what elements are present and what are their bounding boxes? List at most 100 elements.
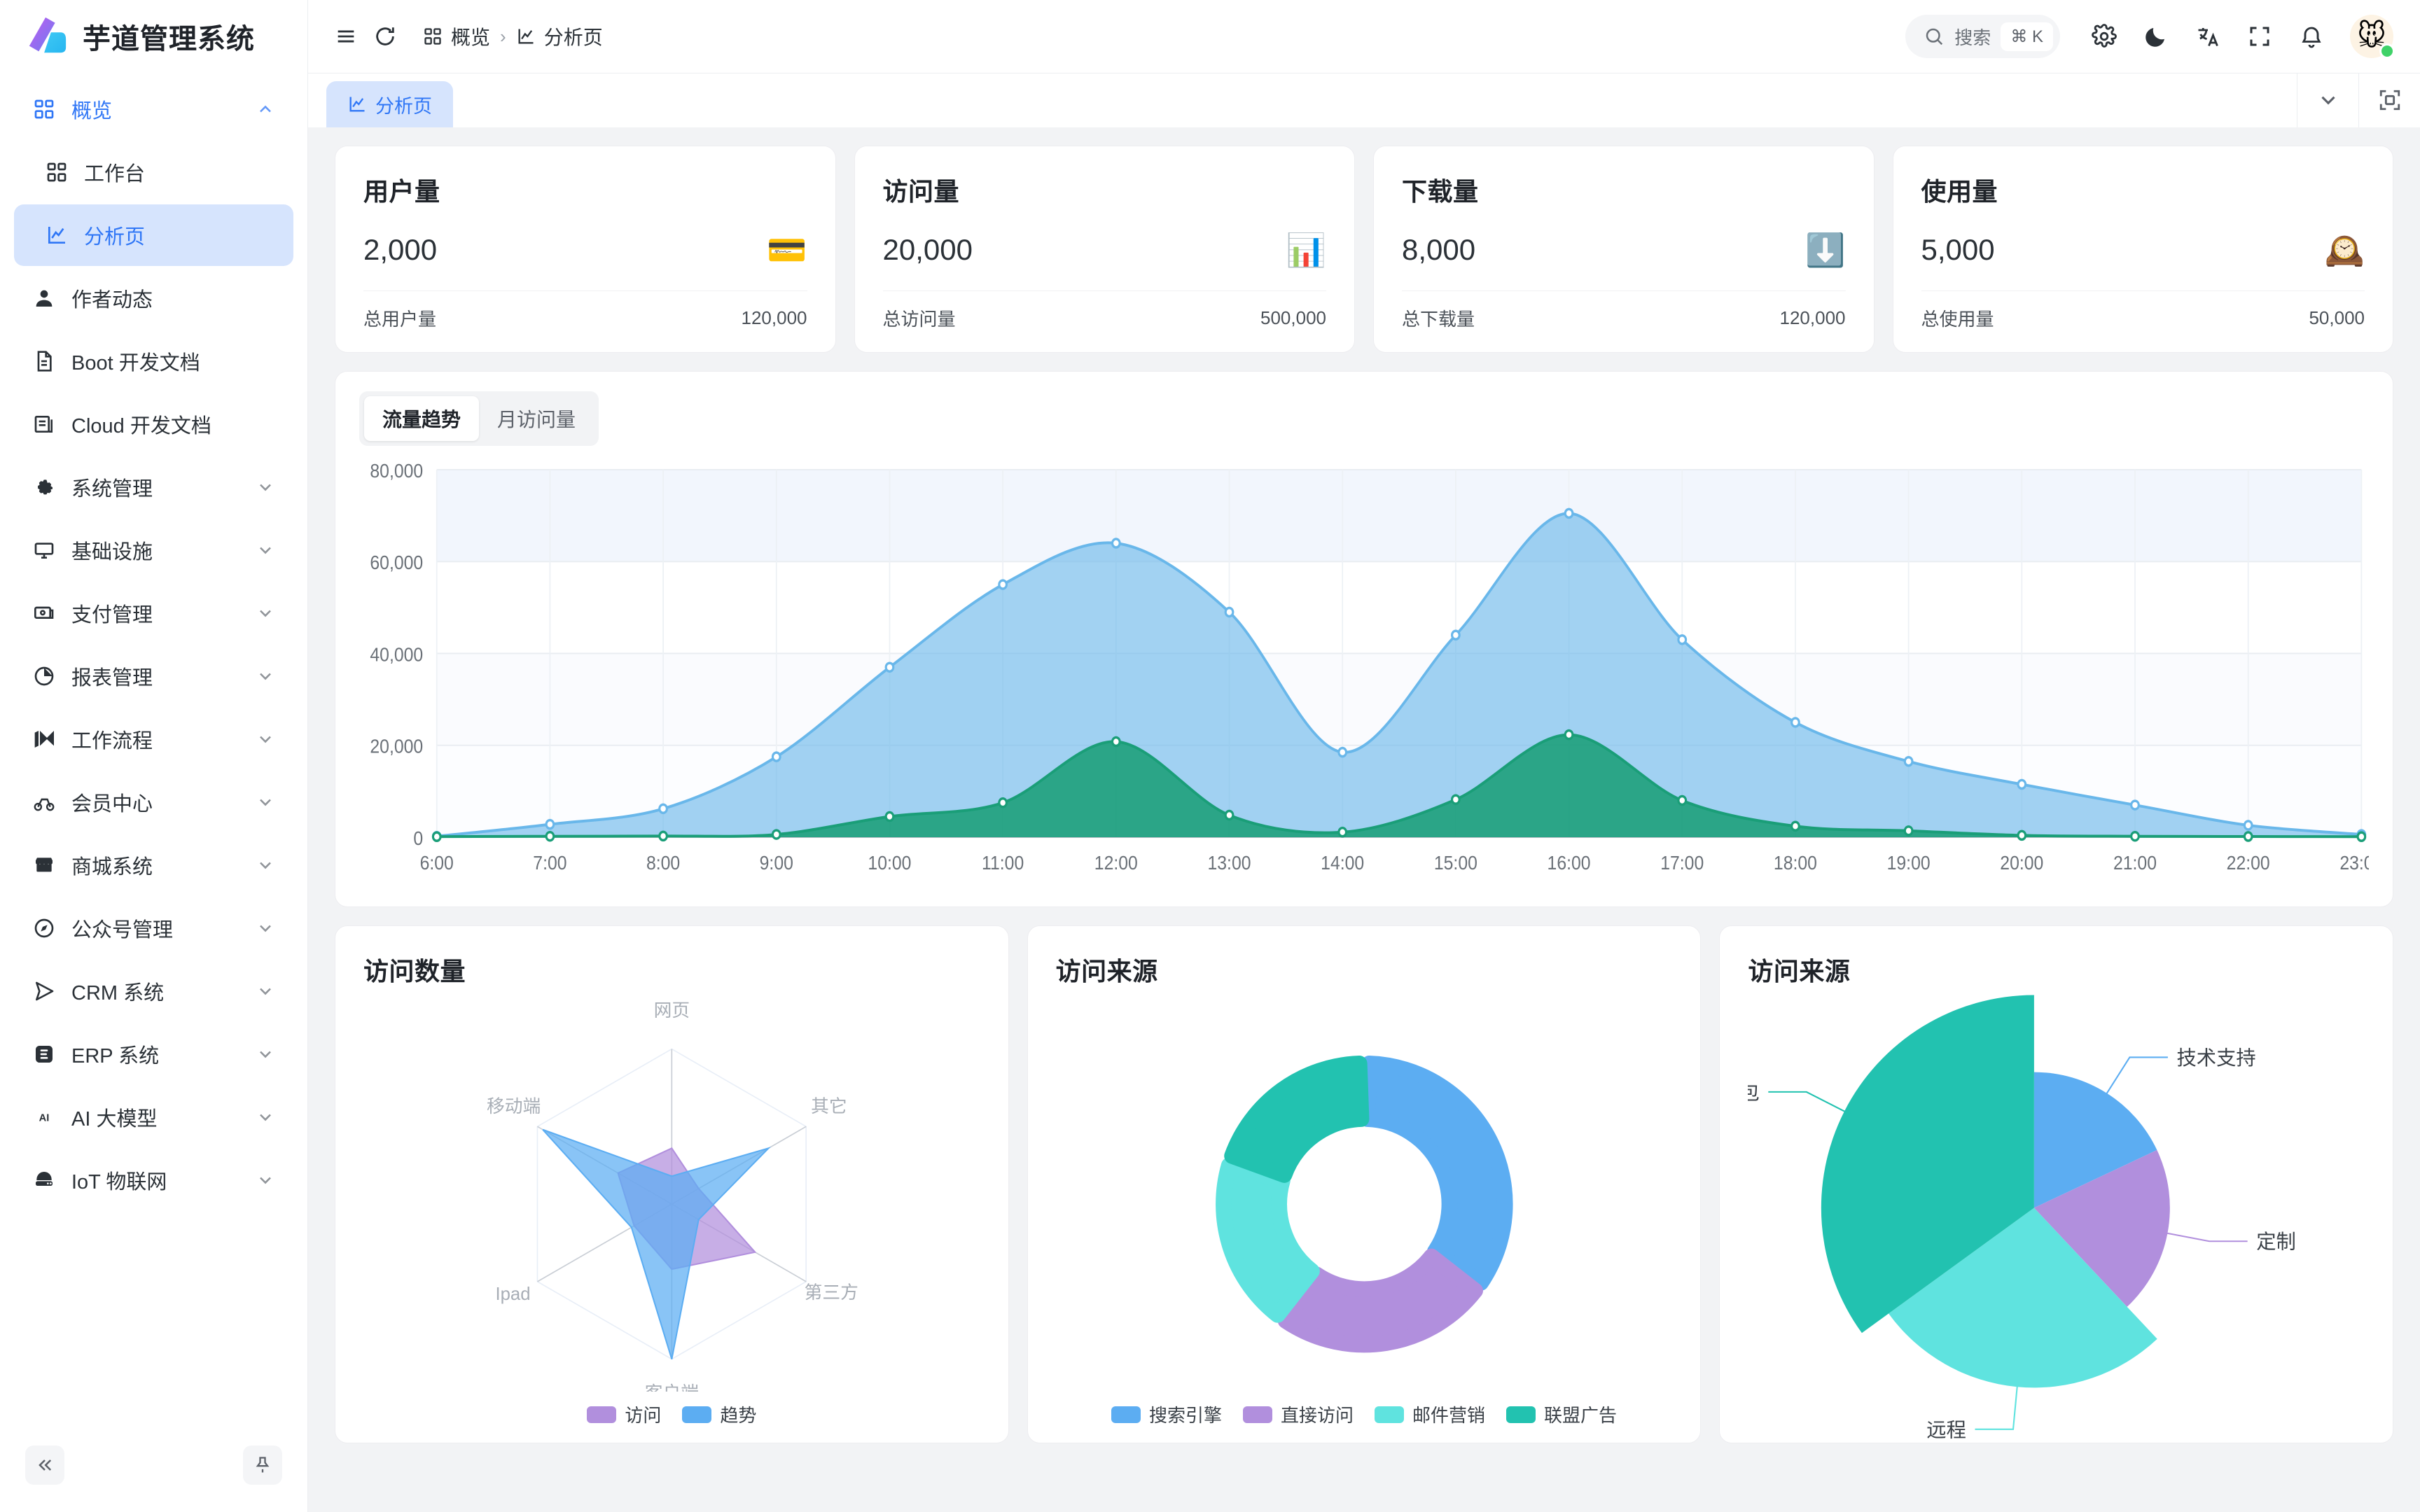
chevron-down-icon [256, 855, 275, 875]
maximize-content-button[interactable] [2358, 73, 2420, 127]
radar-card: 访问数量 网页其它第三方客户端 Ipad 移动端 访问 趋势 [335, 925, 1009, 1443]
sidebar-item-report[interactable]: 报表管理 [14, 645, 293, 707]
chart-line-icon [516, 27, 536, 46]
trend-tab-traffic[interactable]: 流量趋势 [364, 396, 480, 441]
brand[interactable]: 芋道管理系统 [0, 0, 307, 73]
sidebar-item-workflow[interactable]: 工作流程 [14, 708, 293, 770]
stat-foot-value: 50,000 [2309, 307, 2365, 328]
sidebar-item-boot-docs[interactable]: Boot 开发文档 [14, 330, 293, 392]
pin-icon [253, 1455, 272, 1475]
sidebar-item-label: 支付管理 [71, 604, 153, 626]
legend-item[interactable]: 趋势 [682, 1401, 756, 1427]
sidebar-item-cloud-docs[interactable]: Cloud 开发文档 [14, 393, 293, 455]
app-logo-icon [25, 15, 69, 58]
donut-card: 访问来源 搜索引擎 直接访问 [1027, 925, 1702, 1443]
visit-count-radar-chart: 网页其它第三方客户端 Ipad 移动端 [363, 988, 980, 1392]
sidebar-item-infrastructure[interactable]: 基础设施 [14, 519, 293, 581]
legend-item[interactable]: 邮件营销 [1375, 1401, 1485, 1427]
sidebar-item-mall[interactable]: 商城系统 [14, 834, 293, 896]
sidebar-item-payment[interactable]: 支付管理 [14, 582, 293, 644]
svg-text:14:00: 14:00 [1321, 852, 1364, 874]
card-title: 访问来源 [1055, 957, 1158, 986]
pin-sidebar-button[interactable] [243, 1446, 282, 1485]
sidebar-item-label: 基础设施 [71, 541, 153, 564]
stat-value: 5,000 [1921, 233, 1995, 266]
fullscreen-button[interactable] [2237, 13, 2283, 59]
maximize-icon [2378, 88, 2402, 112]
svg-text:AI: AI [39, 1112, 50, 1124]
svg-text:移动端: 移动端 [487, 1096, 541, 1116]
svg-text:12:00: 12:00 [1094, 852, 1138, 874]
hamburger-icon[interactable] [326, 17, 366, 56]
trend-tab-monthly[interactable]: 月访问量 [497, 409, 576, 430]
sidebar-item-erp[interactable]: ERP 系统 [14, 1023, 293, 1085]
svg-text:6:00: 6:00 [420, 852, 454, 874]
sidebar-item-member[interactable]: 会员中心 [14, 771, 293, 833]
bike-icon [32, 790, 56, 814]
tab-dropdown-button[interactable] [2297, 73, 2358, 127]
breadcrumb-label: 分析页 [543, 27, 603, 48]
svg-text:0: 0 [413, 827, 423, 850]
legend-item[interactable]: 搜索引擎 [1111, 1401, 1222, 1427]
stat-foot-value: 120,000 [741, 307, 807, 328]
avatar[interactable]: 🐭 [2350, 15, 2395, 59]
settings-button[interactable] [2081, 13, 2127, 59]
stat-title: 下载量 [1402, 177, 1479, 206]
svg-text:Ipad: Ipad [495, 1284, 530, 1304]
compass-icon [32, 916, 56, 940]
legend-item[interactable]: 直接访问 [1242, 1401, 1354, 1427]
svg-text:18:00: 18:00 [1774, 852, 1817, 874]
pie-chart-icon [32, 664, 56, 688]
sidebar-item-overview[interactable]: 概览 [14, 78, 293, 140]
card-title: 访问来源 [1748, 957, 1851, 986]
notifications-button[interactable] [2288, 13, 2335, 59]
tab-analysis[interactable]: 分析页 [326, 81, 453, 127]
pie-percent-icon: 📊 [1286, 232, 1326, 268]
sidebar-item-label: 概览 [71, 100, 113, 122]
collapse-sidebar-button[interactable] [25, 1446, 64, 1485]
sidebar-footer [0, 1435, 307, 1512]
legend-item[interactable]: 访问 [587, 1401, 661, 1427]
sidebar: 芋道管理系统 概览 工作台 分析页 作者动态 Boot [0, 0, 308, 1512]
chevron-down-icon [256, 918, 275, 938]
main-area: 概览 › 分析页 搜索 ⌘ K [308, 0, 2420, 1512]
stat-foot-value: 500,000 [1260, 307, 1326, 328]
breadcrumb-item-overview[interactable]: 概览 [423, 22, 490, 50]
legend-item[interactable]: 联盟广告 [1506, 1401, 1617, 1427]
sidebar-item-ai[interactable]: AI AI 大模型 [14, 1086, 293, 1148]
legend-swatch [1242, 1406, 1272, 1423]
stat-card-downloads: 下载量 8,000 ⬇️ 总下载量 120,000 [1373, 146, 1875, 353]
svg-text:网页: 网页 [654, 1001, 690, 1021]
svg-text:第三方: 第三方 [805, 1282, 858, 1303]
breadcrumb-item-analysis[interactable]: 分析页 [516, 22, 603, 50]
user-icon [32, 286, 56, 310]
refresh-icon[interactable] [366, 17, 405, 56]
sidebar-item-crm[interactable]: CRM 系统 [14, 960, 293, 1022]
svg-text:17:00: 17:00 [1660, 852, 1704, 874]
stat-foot-value: 120,000 [1779, 307, 1846, 328]
sidebar-item-label: 公众号管理 [71, 919, 174, 941]
sidebar-item-iot[interactable]: IoT 物联网 [14, 1149, 293, 1211]
sidebar-item-official-account[interactable]: 公众号管理 [14, 897, 293, 959]
sidebar-item-author-news[interactable]: 作者动态 [14, 267, 293, 329]
search-button[interactable]: 搜索 ⌘ K [1905, 15, 2060, 58]
stat-card-usage: 使用量 5,000 🕰️ 总使用量 50,000 [1892, 146, 2393, 353]
svg-text:8:00: 8:00 [646, 852, 680, 874]
svg-text:80,000: 80,000 [370, 463, 423, 482]
dark-mode-button[interactable] [2133, 13, 2179, 59]
stat-foot-label: 总访问量 [882, 309, 956, 330]
language-button[interactable] [2185, 13, 2231, 59]
svg-text:20,000: 20,000 [370, 735, 423, 757]
svg-text:60,000: 60,000 [370, 552, 423, 574]
legend-label: 直接访问 [1280, 1405, 1354, 1426]
online-status-dot [2379, 43, 2395, 59]
sidebar-item-analysis[interactable]: 分析页 [14, 204, 293, 266]
sidebar-item-label: CRM 系统 [71, 982, 165, 1004]
sidebar-item-workbench[interactable]: 工作台 [14, 141, 293, 203]
flow-icon [32, 727, 56, 751]
stat-card-visits: 访问量 20,000 📊 总访问量 500,000 [854, 146, 1355, 353]
sidebar-item-system[interactable]: 系统管理 [14, 456, 293, 518]
legend-label: 邮件营销 [1412, 1405, 1486, 1426]
tabbar-controls [2297, 73, 2420, 127]
